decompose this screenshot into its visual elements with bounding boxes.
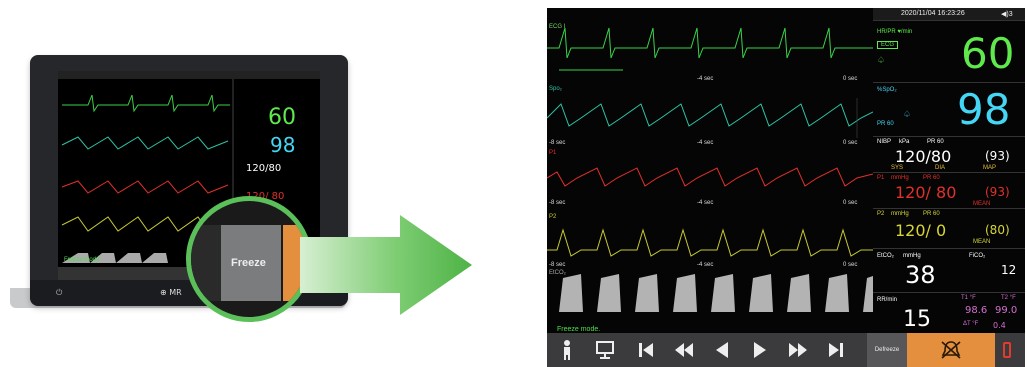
alarm-off-button[interactable]: [907, 333, 995, 367]
lens-dark-segment: [191, 225, 221, 301]
wave-label-etco2: EtCO₂: [549, 270, 566, 276]
wave-label-p2: P2: [549, 214, 557, 220]
fico2-label: FiCO₂: [969, 253, 986, 259]
sec-label-1: -4 sec: [697, 76, 714, 82]
nibp-parameter-box[interactable]: NIBP kPa PR 60 120/80 (93) SYS DIA MAP: [873, 136, 1025, 172]
rr-label: RR/min: [877, 297, 898, 303]
wave-label-spo2: Spo₂: [549, 86, 563, 92]
play-icon[interactable]: [745, 333, 775, 367]
t1-value: 98.6: [965, 305, 988, 316]
lens-freeze-button: [221, 225, 281, 301]
freeze-mode-status: Freeze mode.: [557, 326, 601, 333]
mini-hr-value: 60: [268, 105, 296, 130]
etco2-parameter-box[interactable]: EtCO₂ mmHg 38 FiCO₂ 12: [873, 248, 1025, 292]
sec-label-11: 0 sec: [843, 262, 858, 268]
sec-label-7: -4 sec: [697, 200, 714, 206]
spo2-bell-icon: ♤: [903, 109, 912, 119]
power-icon[interactable]: ⏻: [56, 288, 63, 297]
monitor-screen: ECG I Spo₂ P1 P2 EtCO₂ -4 sec 0 sec -8 s…: [547, 8, 1025, 367]
brand-text: MR: [169, 288, 182, 297]
hr-value: 60: [961, 29, 1015, 78]
screen-icon[interactable]: [591, 333, 619, 367]
hr-label: HR/PR ♥/min: [877, 29, 913, 35]
t2-value: 99.0: [995, 305, 1018, 316]
fast-back-icon[interactable]: [669, 333, 699, 367]
spo2-pr: PR 60: [877, 121, 894, 127]
header-bar: 2020/11/04 16:23:26 ◀)3: [873, 8, 1025, 20]
mini-spo2-value: 98: [270, 133, 296, 157]
dt-value: 0.4: [993, 321, 1006, 330]
p1-mean-value: (93): [985, 185, 1010, 199]
patient-icon[interactable]: [553, 333, 581, 367]
sec-label-4: -4 sec: [697, 140, 714, 146]
nibp-map-label: MAP: [983, 165, 997, 171]
etco2-label: EtCO₂: [877, 253, 894, 259]
p1-mean-label: MEAN: [973, 201, 991, 207]
waveforms-graphic: [547, 27, 874, 312]
volume-icon[interactable]: ◀)3: [1001, 11, 1013, 18]
sec-label-6: -8 sec: [549, 200, 566, 206]
skip-forward-icon[interactable]: [821, 333, 851, 367]
skip-back-icon[interactable]: [631, 333, 661, 367]
nibp-dia-label: DIA: [935, 165, 946, 171]
mini-p1-value: 120/ 80: [246, 191, 285, 202]
sec-label-10: -4 sec: [697, 262, 714, 268]
t1-label: T1 °F: [961, 295, 976, 301]
nibp-pr: PR 60: [927, 139, 944, 145]
p2-mean-value: (80): [985, 223, 1010, 237]
nibp-value: 120/80: [895, 147, 952, 166]
fast-forward-icon[interactable]: [783, 333, 813, 367]
spo2-label: %SpO₂: [877, 87, 897, 93]
rr-temp-parameter-box[interactable]: RR/min 15 T1 °F T2 °F 98.6 99.0 ΔT °F 0.…: [873, 292, 1025, 333]
p2-label: P2: [877, 211, 885, 217]
arrow-icon: [300, 215, 472, 315]
p2-parameter-box[interactable]: P2 mmHg PR 60 120/ 0 (80) MEAN: [873, 208, 1025, 248]
dt-label: ΔT °F: [963, 321, 979, 327]
sec-label-5: 0 sec: [843, 140, 858, 146]
defreeze-button[interactable]: Defreeze: [867, 333, 907, 367]
mini-freeze-mode: Freeze mode.: [64, 257, 102, 263]
alarm-off-icon: [941, 341, 961, 359]
sec-label-3: -8 sec: [549, 140, 566, 146]
nibp-map-value: (93): [985, 149, 1010, 163]
sec-label-2: 0 sec: [843, 76, 858, 82]
spo2-parameter-box[interactable]: %SpO₂ PR 60 ♤ 98: [873, 82, 1025, 136]
p2-mean-label: MEAN: [973, 239, 991, 245]
battery-icon: [1003, 342, 1011, 358]
wave-label-p1: P1: [549, 150, 557, 156]
spo2-value: 98: [957, 85, 1011, 134]
hr-parameter-box[interactable]: HR/PR ♥/min ECG ♤ 60: [873, 20, 1025, 82]
wave-label-ecg: ECG I: [549, 24, 566, 30]
p2-value: 120/ 0: [895, 221, 947, 240]
header-datetime: 2020/11/04 16:23:26: [901, 10, 965, 17]
fico2-value: 12: [1001, 263, 1017, 277]
p1-value: 120/ 80: [895, 183, 957, 202]
parameter-panel: 2020/11/04 16:23:26 ◀)3 HR/PR ♥/min ECG …: [873, 8, 1025, 333]
mini-nibp-value: 120/80: [246, 163, 282, 174]
sec-label-9: -8 sec: [549, 262, 566, 268]
t2-label: T2 °F: [1001, 295, 1016, 301]
nibp-unit: kPa: [899, 139, 910, 145]
sec-label-8: 0 sec: [843, 200, 858, 206]
p2-pr: PR 60: [923, 211, 940, 217]
p1-label: P1: [877, 175, 885, 181]
hr-bell-icon: ♤: [877, 55, 886, 65]
p1-pr: PR 60: [923, 175, 940, 181]
waveform-area: ECG I Spo₂ P1 P2 EtCO₂ -4 sec 0 sec -8 s…: [547, 8, 874, 333]
nibp-label: NIBP: [877, 139, 892, 145]
nibp-sys-label: SYS: [891, 165, 904, 171]
hr-source: ECG: [877, 41, 899, 49]
magnifier-lens: Freeze: [186, 196, 312, 322]
device-brand-logo: ⊕ MR: [160, 288, 182, 297]
etco2-unit: mmHg: [903, 253, 921, 259]
rr-value: 15: [903, 307, 931, 332]
p1-parameter-box[interactable]: P1 mmHg PR 60 120/ 80 (93) MEAN: [873, 172, 1025, 208]
p2-unit: mmHg: [891, 211, 909, 217]
etco2-value: 38: [905, 261, 936, 289]
bottom-toolbar: Defreeze: [547, 333, 1025, 367]
lens-freeze-label: Freeze: [231, 257, 266, 269]
step-back-icon[interactable]: [707, 333, 737, 367]
p1-unit: mmHg: [891, 175, 909, 181]
